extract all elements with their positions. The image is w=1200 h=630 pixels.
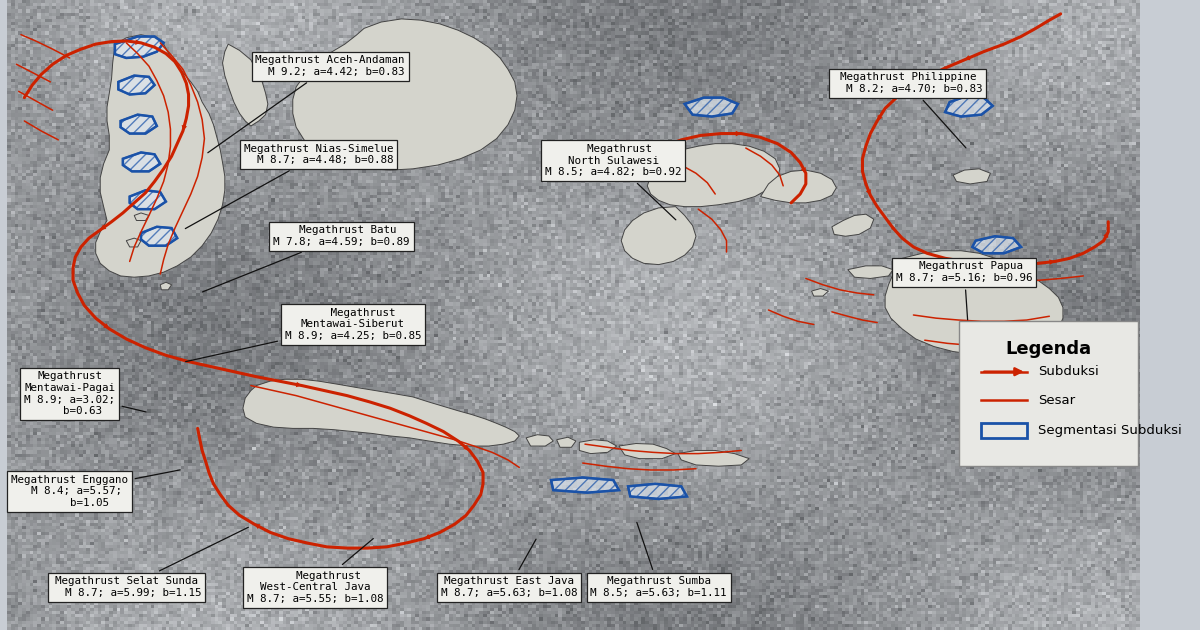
Text: Megathrust
North Sulawesi
M 8.5; a=4.82; b=0.92: Megathrust North Sulawesi M 8.5; a=4.82;… xyxy=(545,144,682,220)
Polygon shape xyxy=(122,152,161,171)
Polygon shape xyxy=(222,44,268,126)
Polygon shape xyxy=(619,444,676,459)
Text: Megathrust
Mentawai-Pagai
M 8.9; a=3.02;
    b=0.63: Megathrust Mentawai-Pagai M 8.9; a=3.02;… xyxy=(24,371,146,416)
Text: Megathrust
West-Central Java
M 8.7; a=5.55; b=1.08: Megathrust West-Central Java M 8.7; a=5.… xyxy=(247,539,384,604)
Text: Megathrust Sumba
M 8.5; a=5.63; b=1.11: Megathrust Sumba M 8.5; a=5.63; b=1.11 xyxy=(590,522,727,598)
Text: Megathrust
Mentawai-Siberut
M 8.9; a=4.25; b=0.85: Megathrust Mentawai-Siberut M 8.9; a=4.2… xyxy=(186,308,421,362)
Polygon shape xyxy=(685,98,738,117)
Polygon shape xyxy=(293,19,517,170)
Polygon shape xyxy=(526,435,553,446)
Polygon shape xyxy=(551,478,619,493)
Polygon shape xyxy=(161,282,172,290)
Polygon shape xyxy=(126,238,140,247)
Polygon shape xyxy=(628,484,686,499)
Text: Subduksi: Subduksi xyxy=(1038,365,1099,378)
Polygon shape xyxy=(886,251,1063,354)
Text: Megathrust Enggano
  M 8.4; a=5.57;
      b=1.05: Megathrust Enggano M 8.4; a=5.57; b=1.05 xyxy=(11,470,180,508)
Polygon shape xyxy=(972,236,1021,253)
Polygon shape xyxy=(580,440,617,454)
Text: Megathrust Nias-Simelue
  M 8.7; a=4.48; b=0.88: Megathrust Nias-Simelue M 8.7; a=4.48; b… xyxy=(185,144,394,229)
Text: Megathrust Aceh-Andaman
  M 9.2; a=4.42; b=0.83: Megathrust Aceh-Andaman M 9.2; a=4.42; b… xyxy=(208,55,404,152)
Text: Megathrust East Java
M 8.7; a=5.63; b=1.08: Megathrust East Java M 8.7; a=5.63; b=1.… xyxy=(440,539,577,598)
Polygon shape xyxy=(557,437,576,447)
Polygon shape xyxy=(761,170,836,203)
Polygon shape xyxy=(130,190,166,209)
Text: Megathrust Papua
M 8.7; a=5.16; b=0.96: Megathrust Papua M 8.7; a=5.16; b=0.96 xyxy=(896,261,1033,320)
Polygon shape xyxy=(96,35,224,277)
Polygon shape xyxy=(811,289,828,296)
Text: Legenda: Legenda xyxy=(1006,340,1091,358)
Polygon shape xyxy=(242,379,520,446)
Polygon shape xyxy=(678,450,749,466)
Polygon shape xyxy=(847,266,893,278)
Text: Sesar: Sesar xyxy=(1038,394,1075,406)
Text: Megathrust Batu
M 7.8; a=4.59; b=0.89: Megathrust Batu M 7.8; a=4.59; b=0.89 xyxy=(203,226,409,292)
Text: Megathrust Philippine
  M 8.2; a=4.70; b=0.83: Megathrust Philippine M 8.2; a=4.70; b=0… xyxy=(833,72,983,148)
Polygon shape xyxy=(953,169,990,184)
Polygon shape xyxy=(119,76,155,94)
Polygon shape xyxy=(832,214,874,236)
Polygon shape xyxy=(121,115,157,134)
FancyBboxPatch shape xyxy=(959,321,1138,466)
Polygon shape xyxy=(622,207,696,265)
Polygon shape xyxy=(134,213,149,220)
Polygon shape xyxy=(115,37,163,58)
Polygon shape xyxy=(946,96,992,117)
Polygon shape xyxy=(647,144,780,207)
Polygon shape xyxy=(140,227,178,246)
Text: Megathrust Selat Sunda
  M 8.7; a=5.99; b=1.15: Megathrust Selat Sunda M 8.7; a=5.99; b=… xyxy=(52,527,248,598)
Text: Segmentasi Subduksi: Segmentasi Subduksi xyxy=(1038,424,1182,437)
